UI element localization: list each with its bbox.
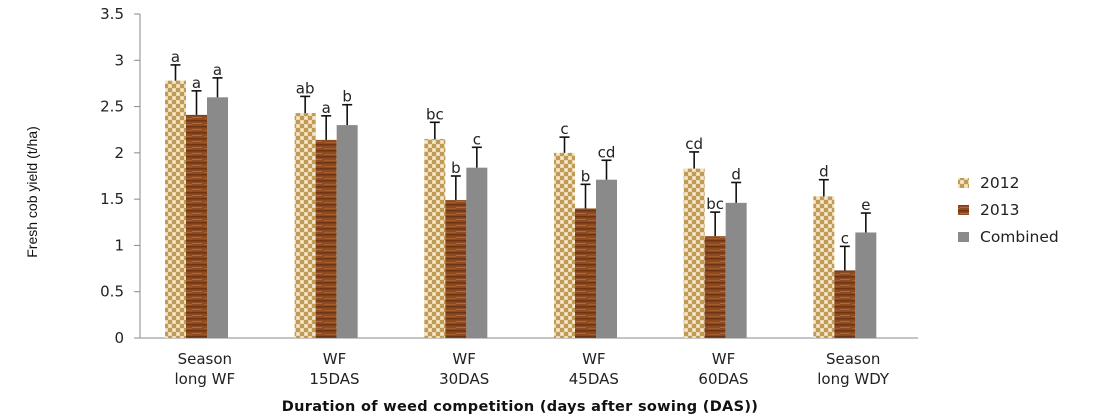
x-tick-label: WF (712, 350, 735, 368)
bar-2013-0 (186, 114, 207, 338)
bar-2013-3 (575, 208, 596, 338)
significance-letter: c (473, 130, 481, 148)
significance-letter: bc (706, 195, 724, 213)
x-tick-label: 30DAS (439, 370, 489, 388)
x-tick-label: WF (452, 350, 475, 368)
legend-label-2012: 2012 (980, 174, 1019, 192)
x-tick-label: Season (178, 350, 232, 368)
significance-letter: cd (685, 135, 703, 153)
significance-letter: c (841, 229, 849, 247)
x-tick-label: 15DAS (309, 370, 359, 388)
bar-2012-4 (683, 168, 705, 338)
bar-2012-3 (554, 152, 575, 338)
significance-letter: a (322, 99, 331, 117)
bar-2013-5 (834, 270, 856, 338)
bar-combined-0 (207, 97, 228, 338)
x-tick-label: WF (582, 350, 605, 368)
y-tick-label: 3 (114, 51, 124, 69)
y-tick-label: 1.5 (100, 190, 124, 208)
significance-letter: ab (296, 79, 315, 97)
bar-2012-5 (813, 196, 835, 338)
significance-letter: b (342, 88, 352, 106)
significance-letter: bc (426, 105, 444, 123)
x-tick-label: long WF (175, 370, 236, 388)
y-tick-label: 3.5 (100, 5, 124, 23)
bar-combined-5 (855, 232, 877, 338)
bar-2012-1 (294, 113, 316, 339)
bar-2013-1 (315, 139, 337, 338)
significance-letter: d (731, 165, 741, 183)
significance-letter: a (192, 74, 201, 92)
bar-combined-4 (725, 202, 747, 338)
y-tick-label: 2 (114, 144, 124, 162)
y-tick-label: 0.5 (100, 283, 124, 301)
legend-swatch-2013 (958, 205, 969, 215)
y-ticks: 0 0.5 1 1.5 2 2.5 3 3.5 (100, 5, 140, 347)
bar-combined-1 (336, 125, 358, 338)
x-tick-label: Season (826, 350, 880, 368)
y-tick-label: 2.5 (100, 98, 124, 116)
y-axis-label: Fresh cob yield (t/ha) (24, 126, 40, 258)
significance-letter: a (213, 61, 222, 79)
significance-letter: d (819, 163, 829, 181)
bar-2013-2 (445, 200, 467, 338)
category-labels: Season long WF WF 15DAS WF 30DAS WF 45DAS WF 60DA… (175, 350, 890, 388)
legend-label-2013: 2013 (980, 201, 1019, 219)
significance-letter: a (171, 48, 180, 66)
bar-combined-3 (596, 179, 617, 338)
x-tick-label: long WDY (817, 370, 890, 388)
legend-label-combined: Combined (980, 228, 1059, 246)
x-tick-label: WF (323, 350, 346, 368)
significance-letter: b (581, 167, 591, 185)
legend: 2012 2013 Combined (958, 174, 1059, 246)
axes (139, 14, 918, 339)
y-tick-label: 0 (114, 329, 124, 347)
x-tick-label: 45DAS (569, 370, 619, 388)
significance-letter: e (861, 196, 870, 214)
x-axis-label: Duration of weed competition (days after… (282, 399, 758, 415)
significance-letter: b (451, 159, 461, 177)
y-tick-label: 1 (114, 236, 124, 254)
x-tick-label: 60DAS (698, 370, 748, 388)
bar-combined-2 (466, 167, 488, 338)
legend-swatch-combined (958, 232, 969, 242)
legend-swatch-2012 (958, 178, 969, 188)
bar-2012-2 (424, 138, 446, 338)
significance-letter: cd (598, 143, 616, 161)
bar-2012-0 (165, 80, 186, 338)
bar-2013-4 (704, 236, 726, 338)
significance-letter: c (560, 120, 568, 138)
